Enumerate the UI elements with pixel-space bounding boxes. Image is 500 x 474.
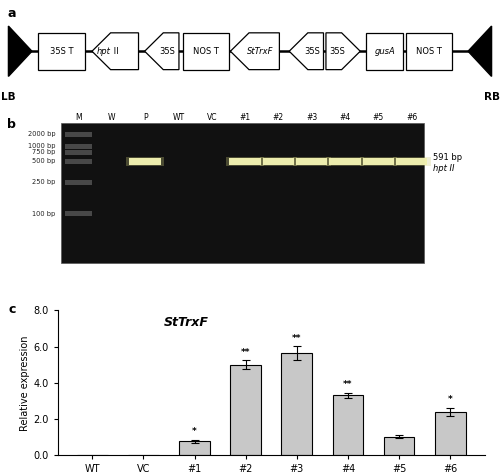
Text: #5: #5 — [373, 112, 384, 121]
Text: StTrxF: StTrxF — [164, 316, 208, 329]
Polygon shape — [8, 26, 32, 76]
Text: 1000 bp: 1000 bp — [28, 143, 56, 149]
Text: StTrxF: StTrxF — [247, 47, 274, 56]
Polygon shape — [38, 33, 84, 70]
Polygon shape — [406, 33, 452, 70]
Text: 591 bp: 591 bp — [433, 153, 462, 162]
Text: #6: #6 — [406, 112, 417, 121]
Polygon shape — [293, 157, 331, 166]
Text: 2000 bp: 2000 bp — [28, 131, 56, 137]
Polygon shape — [396, 158, 428, 165]
Text: 35S T: 35S T — [50, 47, 73, 56]
Text: gusA: gusA — [374, 47, 395, 56]
Polygon shape — [126, 157, 164, 166]
Text: #2: #2 — [273, 112, 284, 121]
Polygon shape — [360, 157, 397, 166]
Bar — [282, 353, 312, 455]
Text: 35S: 35S — [160, 47, 176, 56]
Text: *: * — [448, 395, 452, 404]
Text: 500 bp: 500 bp — [32, 158, 56, 164]
Text: b: b — [8, 118, 16, 131]
Text: 750 bp: 750 bp — [32, 149, 56, 155]
Text: #1: #1 — [240, 112, 250, 121]
Text: 100 bp: 100 bp — [32, 211, 56, 217]
Bar — [435, 411, 466, 455]
Polygon shape — [65, 132, 92, 137]
Text: a: a — [8, 7, 16, 20]
Text: *: * — [192, 428, 197, 437]
Bar — [179, 441, 210, 455]
Text: #4: #4 — [340, 112, 350, 121]
Text: **: ** — [241, 348, 250, 357]
Polygon shape — [230, 33, 280, 70]
Text: c: c — [8, 303, 16, 316]
Polygon shape — [182, 33, 229, 70]
Text: LB: LB — [1, 92, 15, 102]
Polygon shape — [65, 150, 92, 155]
Text: NOS T: NOS T — [416, 47, 442, 56]
Text: hpt II: hpt II — [433, 164, 454, 173]
Polygon shape — [262, 158, 294, 165]
Text: VC: VC — [206, 112, 217, 121]
Polygon shape — [330, 158, 360, 165]
Text: hpt: hpt — [96, 47, 110, 56]
Text: 250 bp: 250 bp — [32, 179, 56, 185]
Polygon shape — [65, 211, 92, 216]
Text: **: ** — [292, 334, 302, 343]
Polygon shape — [393, 157, 430, 166]
Polygon shape — [362, 158, 394, 165]
Polygon shape — [326, 33, 360, 70]
Bar — [332, 395, 364, 455]
Polygon shape — [144, 33, 179, 70]
Text: W: W — [108, 112, 116, 121]
Text: M: M — [75, 112, 82, 121]
Text: NOS T: NOS T — [193, 47, 219, 56]
Polygon shape — [226, 157, 264, 166]
Polygon shape — [65, 159, 92, 164]
Polygon shape — [296, 158, 328, 165]
Polygon shape — [289, 33, 324, 70]
Polygon shape — [65, 180, 92, 184]
Text: 35S: 35S — [304, 47, 320, 56]
Polygon shape — [65, 144, 92, 148]
Polygon shape — [62, 123, 424, 263]
Polygon shape — [366, 33, 403, 70]
Text: 35S: 35S — [330, 47, 345, 56]
Polygon shape — [326, 157, 364, 166]
Polygon shape — [468, 26, 491, 76]
Text: II: II — [112, 47, 119, 56]
Text: RB: RB — [484, 92, 500, 102]
Polygon shape — [130, 158, 161, 165]
Bar — [384, 437, 414, 455]
Text: #3: #3 — [306, 112, 318, 121]
Polygon shape — [230, 158, 261, 165]
Text: P: P — [143, 112, 148, 121]
Text: WT: WT — [172, 112, 184, 121]
Text: **: ** — [343, 381, 352, 390]
Y-axis label: Relative expression: Relative expression — [20, 335, 30, 430]
Polygon shape — [92, 33, 138, 70]
Polygon shape — [260, 157, 297, 166]
Bar — [230, 365, 261, 455]
